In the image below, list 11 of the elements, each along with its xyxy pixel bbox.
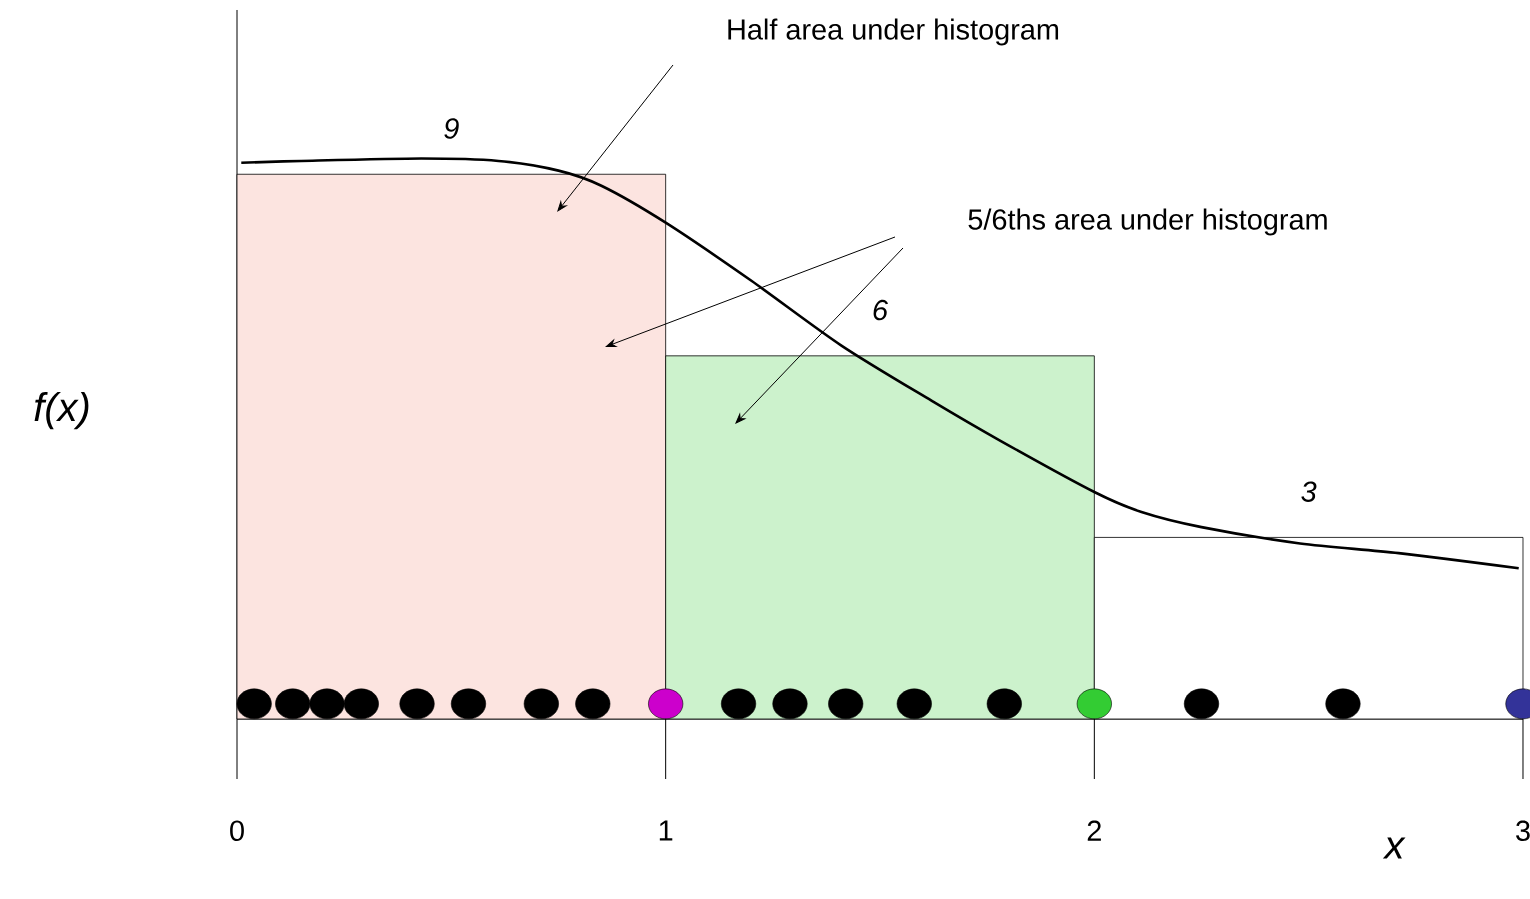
data-label: 6 bbox=[873, 299, 889, 321]
x-tick-label: 3 bbox=[1516, 820, 1530, 841]
annotation: 5/6ths area under histogram bbox=[968, 208, 1327, 236]
x-axis-title: x bbox=[1382, 837, 1406, 859]
x-tick-label: 0 bbox=[230, 820, 244, 841]
data-label: 9 bbox=[444, 118, 459, 139]
text: Half area under histogram bbox=[728, 18, 1059, 46]
data-label: 3 bbox=[1301, 481, 1317, 502]
y-axis-title: f(x) bbox=[34, 392, 89, 430]
x-tick-label: 2 bbox=[1087, 820, 1101, 841]
x-tick-label: 1 bbox=[659, 820, 673, 841]
